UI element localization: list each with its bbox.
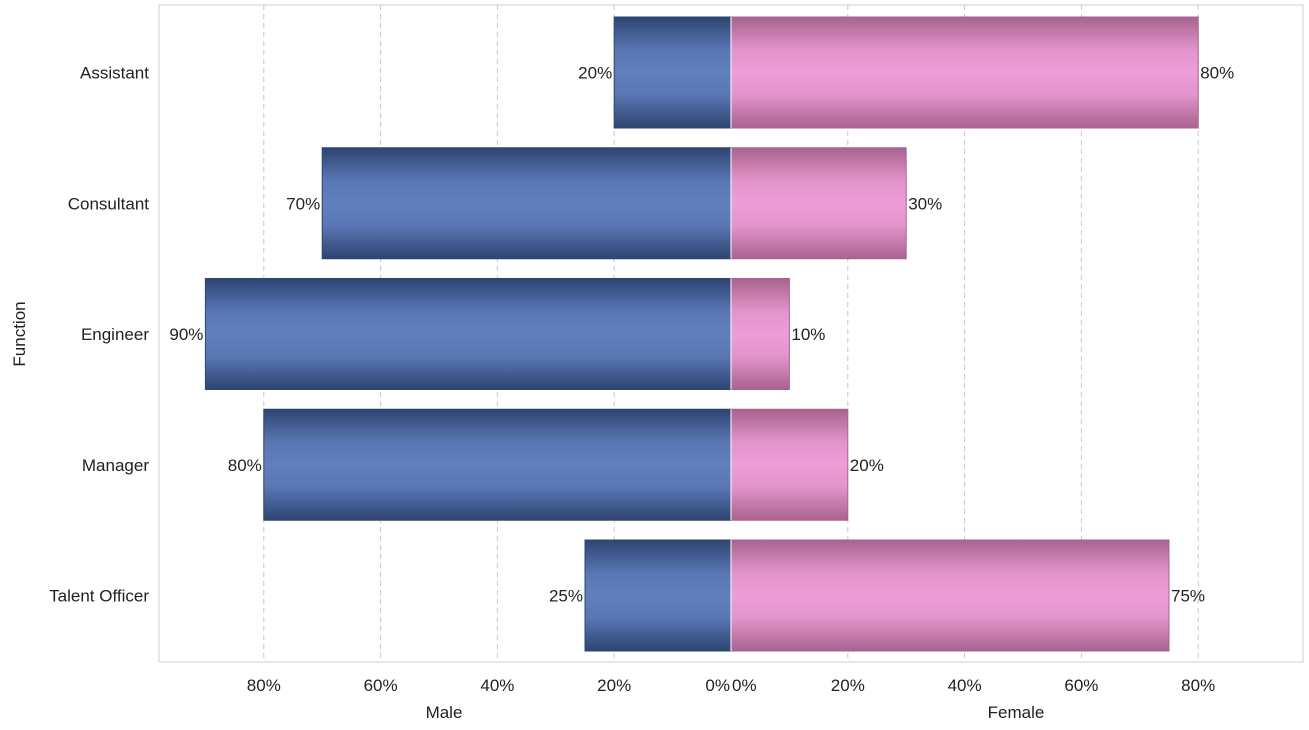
category-label: Manager	[82, 456, 149, 475]
y-axis-title: Function	[10, 301, 29, 366]
bar-female	[730, 147, 907, 260]
data-label-female: 20%	[850, 456, 884, 475]
data-label-male: 70%	[286, 194, 320, 213]
x-tick-label-male: 0%	[705, 676, 730, 695]
x-tick-label-male: 40%	[480, 676, 514, 695]
bar-female	[730, 278, 790, 390]
bar-female	[730, 16, 1199, 129]
bar-male	[613, 16, 732, 129]
plot-frame	[158, 4, 1304, 663]
bar-male	[584, 539, 732, 652]
x-tick-label-male: 60%	[364, 676, 398, 695]
category-label: Talent Officer	[49, 587, 149, 606]
category-label: Consultant	[68, 194, 150, 213]
bar-female	[730, 408, 849, 521]
x-tick-label-female: 20%	[831, 676, 865, 695]
x-tick-label-female: 60%	[1064, 676, 1098, 695]
x-axis-title-female: Female	[988, 703, 1045, 722]
data-label-female: 75%	[1171, 587, 1205, 606]
x-axis-title-male: Male	[426, 703, 463, 722]
x-tick-label-female: 80%	[1181, 676, 1215, 695]
data-label-female: 10%	[791, 325, 825, 344]
x-tick-label-male: 20%	[597, 676, 631, 695]
category-label: Engineer	[81, 325, 149, 344]
data-label-male: 20%	[578, 64, 612, 83]
data-label-male: 80%	[228, 456, 262, 475]
bar-male	[204, 278, 732, 390]
category-label: Assistant	[80, 64, 149, 83]
x-tick-label-female: 40%	[948, 676, 982, 695]
label-layer: 0% 0% 20% 20% 40% 40% 60% 60% 80% 80% Assistant 20%…	[49, 64, 1234, 696]
x-tick-label-male: 80%	[247, 676, 281, 695]
data-label-female: 80%	[1200, 64, 1234, 83]
bar-female	[730, 539, 1170, 652]
bar-male	[263, 408, 732, 521]
bar-male	[321, 147, 732, 260]
data-label-female: 30%	[908, 194, 942, 213]
bar-layer	[204, 16, 1199, 652]
data-label-male: 25%	[549, 587, 583, 606]
x-tick-label-female: 0%	[732, 676, 757, 695]
data-label-male: 90%	[169, 325, 203, 344]
